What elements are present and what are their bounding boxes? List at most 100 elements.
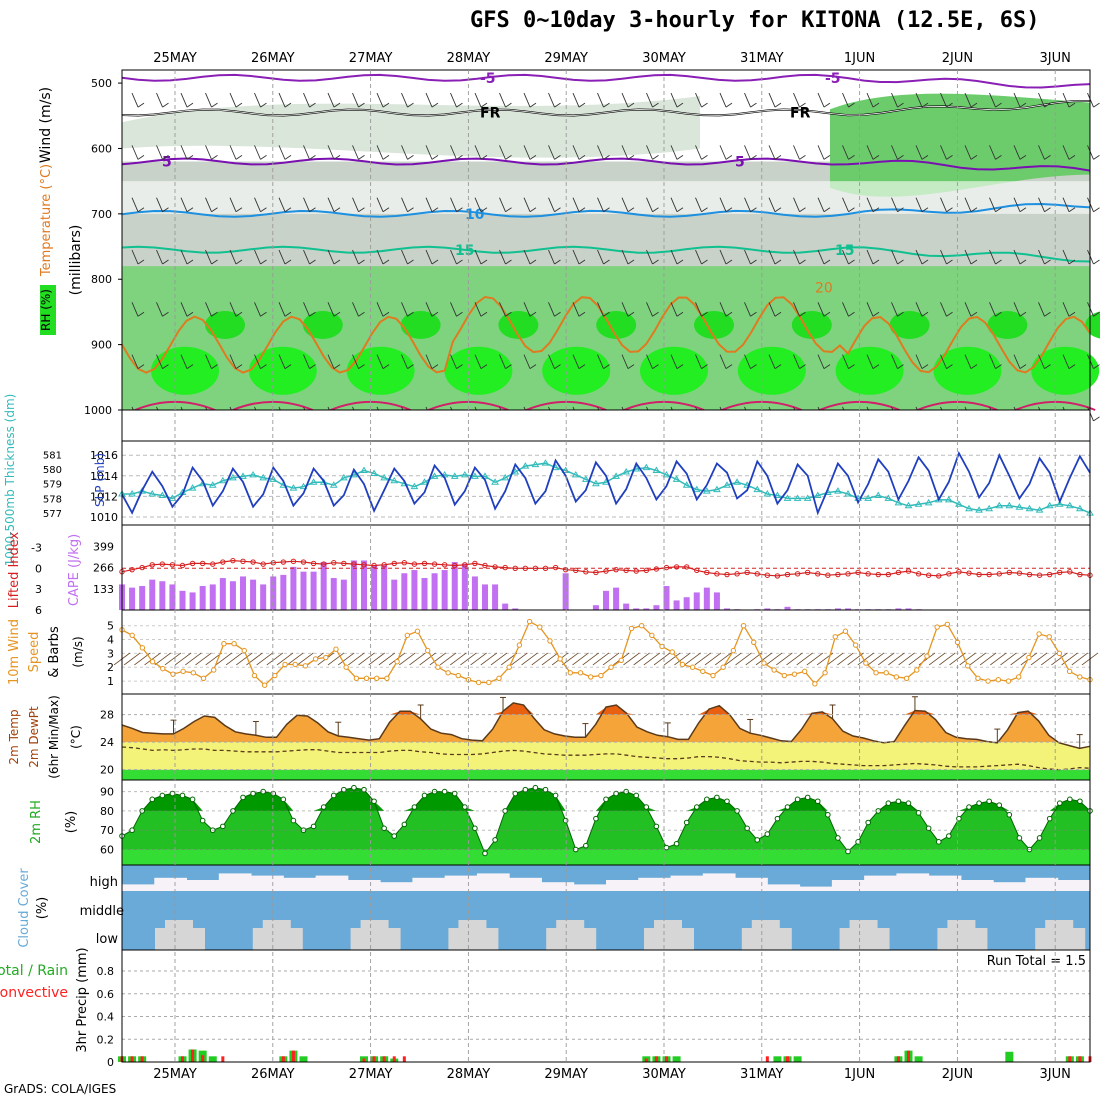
rh-point (492, 837, 498, 843)
precip-conv-bar (221, 1056, 225, 1062)
wind-barb (817, 92, 825, 108)
rh-point (895, 798, 902, 805)
wind-barb (695, 302, 702, 317)
wind-barb (425, 92, 433, 108)
precip-total-bar (1005, 1051, 1014, 1062)
cape-bar (401, 573, 408, 610)
wind-barb (572, 92, 580, 108)
wind-barb (548, 354, 555, 369)
wind-barb (646, 92, 653, 108)
wind-barb (278, 354, 286, 369)
date-label-top: 30MAY (642, 51, 686, 66)
wind-barb (750, 311, 757, 317)
wind-barb (156, 197, 163, 212)
cape-bar (492, 584, 499, 610)
precip-conv-bar (765, 1056, 769, 1062)
wind-speed-point (1046, 634, 1052, 640)
thickness-point (793, 494, 802, 501)
cape-bar (149, 579, 156, 610)
li-y-tick: -3 (31, 541, 42, 554)
cloud-low-bar (350, 928, 401, 950)
wind-barb (235, 364, 243, 369)
wind-barb (337, 652, 355, 666)
wind-barb (425, 145, 433, 160)
cape-bar (320, 562, 327, 610)
wind-speed-point (170, 671, 176, 677)
rh-point (371, 798, 377, 805)
wind-barb (1019, 364, 1027, 369)
wind-barb (131, 145, 139, 160)
slp-y-tick: 1012 (90, 490, 118, 503)
li-point (159, 561, 166, 567)
precip-conv-bar (281, 1056, 285, 1062)
wind-barb (857, 652, 875, 666)
rh-point (159, 792, 166, 799)
wind-barb (229, 249, 237, 265)
wind-barb (401, 145, 408, 160)
wind-barb (701, 102, 708, 108)
wind-barb (572, 145, 580, 160)
li-point (542, 565, 549, 571)
wind-barb (701, 155, 708, 160)
wind-speed-point (995, 676, 1001, 683)
wind-barb (352, 302, 359, 317)
wind-barb (969, 652, 987, 666)
rh-point (966, 804, 972, 810)
wind-barb (578, 102, 586, 108)
thickness-point (269, 475, 278, 482)
wind-barb (1019, 155, 1027, 160)
thickness-point (975, 506, 983, 513)
wind-barb (205, 92, 212, 108)
temp-y-tick: 28 (100, 709, 114, 722)
wind-barb (725, 259, 733, 265)
wind-speed-point (985, 678, 991, 684)
wind-barb (643, 652, 661, 666)
wind-barb (744, 92, 751, 108)
li-point (936, 573, 942, 579)
wind-speed-point (975, 675, 981, 682)
wind-barb (719, 92, 727, 108)
precip-conv-bar (896, 1056, 900, 1062)
wind-barb (137, 102, 145, 108)
wind-barb (521, 652, 538, 666)
isotherm-label: 15 (455, 243, 474, 259)
wind-barb (156, 249, 163, 265)
wind-barb (490, 652, 508, 666)
isotherm-10 (121, 202, 1091, 218)
wind-barb (897, 311, 904, 317)
isotherm-inner (121, 100, 1091, 116)
wind-speed-point (771, 667, 777, 673)
wind-barb (162, 259, 169, 265)
wind-speed-point (292, 661, 298, 668)
thickness-point (803, 494, 812, 501)
wind-barb (1068, 311, 1076, 317)
wind-barb (793, 249, 800, 265)
isotherm-label: FR (480, 106, 501, 122)
wind-barb (431, 102, 439, 108)
wind-barb (303, 249, 310, 265)
wind-barb (891, 92, 898, 108)
li-point (623, 567, 629, 574)
wind-barb (1038, 92, 1045, 108)
wind-speed-point (801, 668, 808, 675)
li-point (280, 559, 287, 565)
cape-bar (603, 590, 609, 610)
wind-barb (866, 302, 874, 317)
rh-point (653, 823, 660, 830)
li-point (1067, 569, 1073, 575)
wind-y-tick: 2 (107, 661, 114, 674)
wind-speed-point (751, 639, 757, 646)
cloud-high-bar (476, 873, 510, 891)
cloud-low-bar (741, 928, 792, 950)
wind-speed-point (577, 670, 584, 676)
wind-barb (898, 652, 915, 666)
li-point (573, 567, 579, 574)
li-point (956, 569, 962, 575)
wind-barb (621, 302, 629, 317)
li-point (381, 562, 387, 568)
thickness-point (692, 485, 701, 493)
rh-point (391, 833, 398, 839)
dewpoint-line (121, 746, 1091, 771)
li-point (472, 560, 478, 567)
wind-barb (946, 102, 953, 108)
